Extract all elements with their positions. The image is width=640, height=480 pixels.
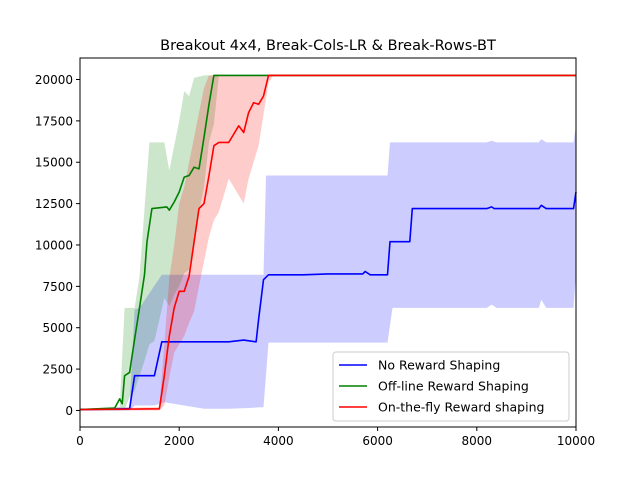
- line-series-1: [79, 191, 577, 411]
- legend: No Reward Shaping Off-line Reward Shaping…: [332, 351, 570, 422]
- legend-entry: Off-line Reward Shaping: [378, 379, 529, 394]
- series-lines: [79, 74, 577, 411]
- y-tick-label: 10000: [35, 238, 73, 252]
- y-tick-label: 7500: [42, 280, 73, 294]
- y-tick-label: 0: [65, 404, 73, 418]
- legend-entry: On-the-fly Reward shaping: [378, 400, 544, 415]
- y-axis: 0 2500 5000 7500 10000 12500 15000 17500 20000: [35, 73, 80, 418]
- x-axis: 0 2000 4000 6000 8000 10000: [76, 427, 595, 448]
- x-tick-label: 2000: [164, 434, 195, 448]
- x-tick-label: 8000: [462, 434, 493, 448]
- legend-entry: No Reward Shaping: [378, 358, 500, 373]
- y-tick-label: 20000: [35, 73, 73, 87]
- y-tick-label: 12500: [35, 197, 73, 211]
- axes-frame: [79, 57, 577, 428]
- y-tick-label: 2500: [42, 363, 73, 377]
- x-tick-label: 4000: [263, 434, 294, 448]
- y-tick-label: 15000: [35, 156, 73, 170]
- x-tick-label: 10000: [557, 434, 595, 448]
- band-series-3: [80, 75, 576, 411]
- line-series-3: [79, 74, 576, 411]
- legend-box: [332, 351, 570, 422]
- chart-title: Breakout 4x4, Break-Cols-LR & Break-Rows…: [160, 38, 496, 54]
- x-tick-label: 6000: [362, 434, 393, 448]
- line-series-2: [79, 74, 576, 411]
- confidence-bands: [80, 75, 576, 411]
- x-tick-label: 0: [76, 434, 84, 448]
- band-series-2: [80, 75, 576, 411]
- y-tick-label: 17500: [35, 114, 73, 128]
- y-tick-label: 5000: [42, 321, 73, 335]
- band-series-1: [80, 125, 576, 411]
